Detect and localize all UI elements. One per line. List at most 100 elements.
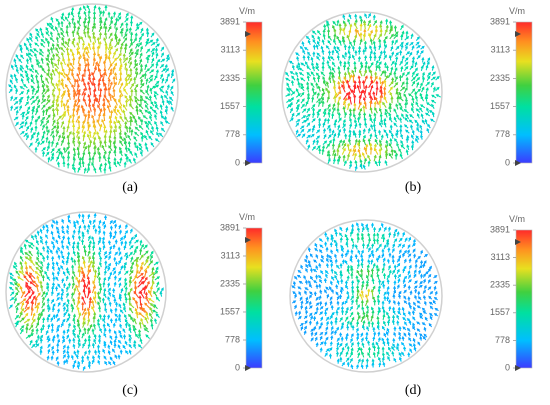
arrow: [321, 148, 325, 155]
arrow: [303, 325, 307, 331]
arrow: [327, 152, 331, 160]
arrow: [51, 240, 55, 246]
arrow: [361, 306, 365, 313]
arrow: [76, 107, 80, 116]
arrow: [36, 98, 41, 106]
arrow: [20, 111, 26, 116]
arrow: [60, 265, 64, 270]
arrow: [407, 296, 411, 302]
arrow: [145, 54, 151, 60]
arrow: [101, 240, 106, 246]
arrow: [365, 282, 369, 290]
arrow: [40, 57, 44, 64]
arrow: [435, 75, 440, 81]
arrow: [29, 121, 33, 127]
arrow: [91, 156, 95, 163]
arrow: [112, 75, 116, 85]
arrow: [133, 249, 137, 256]
arrow: [50, 130, 54, 137]
arrow: [351, 289, 355, 296]
arrow: [306, 122, 311, 128]
arrow: [81, 120, 86, 128]
arrow: [154, 138, 160, 143]
arrow: [18, 125, 24, 130]
arrow: [330, 55, 335, 61]
arrow: [55, 36, 59, 44]
arrow: [135, 310, 139, 319]
arrow: [71, 113, 76, 122]
arrow: [50, 322, 54, 329]
arrow: [164, 120, 170, 125]
arrow: [404, 42, 409, 47]
arrow: [30, 295, 36, 304]
arrow: [380, 222, 384, 228]
arrow: [75, 353, 79, 360]
arrow: [392, 343, 396, 349]
arrow: [30, 318, 36, 326]
arrow: [66, 134, 70, 142]
arrow: [75, 300, 81, 308]
arrow: [107, 344, 111, 350]
arrow: [57, 32, 61, 39]
arrow: [56, 333, 60, 339]
arrow: [107, 25, 112, 32]
arrow: [367, 340, 371, 346]
arrow: [362, 138, 367, 146]
arrow: [67, 282, 71, 289]
arrow: [130, 31, 134, 38]
arrow: [118, 282, 122, 288]
arrow: [108, 134, 112, 142]
arrow: [51, 350, 55, 356]
arrow: [98, 40, 102, 49]
arrow: [389, 33, 394, 40]
arrow: [332, 107, 336, 114]
arrow: [112, 219, 117, 225]
arrow: [374, 138, 379, 145]
arrow: [426, 127, 430, 134]
arrow: [433, 280, 438, 285]
arrow: [102, 60, 107, 69]
arrow: [364, 54, 368, 61]
arrow: [383, 28, 388, 36]
arrow: [415, 101, 419, 108]
arrow: [113, 149, 117, 157]
arrow: [30, 126, 34, 133]
arrow: [124, 230, 129, 235]
arrow: [103, 21, 107, 29]
arrow: [311, 145, 316, 151]
arrow: [124, 116, 129, 123]
arrow: [394, 61, 398, 68]
arrow: [356, 335, 360, 341]
arrow: [329, 280, 333, 286]
arrow: [41, 323, 45, 330]
arrow: [391, 314, 396, 321]
arrow: [86, 327, 90, 335]
arrow: [407, 249, 410, 255]
arrow: [135, 300, 139, 309]
arrow: [420, 134, 424, 140]
arrow: [324, 331, 328, 336]
arrow: [347, 138, 352, 146]
arrow: [137, 41, 142, 48]
arrow: [350, 316, 355, 323]
arrow: [81, 332, 85, 339]
arrow: [149, 69, 155, 74]
arrow: [348, 95, 352, 105]
arrow: [83, 68, 87, 77]
arrow: [88, 103, 92, 112]
arrow: [125, 22, 129, 29]
arrow: [403, 295, 407, 300]
arrow: [33, 48, 39, 53]
arrow: [50, 249, 53, 255]
arrow: [60, 31, 65, 38]
arrow: [297, 81, 301, 88]
arrow: [129, 97, 133, 105]
arrow: [122, 82, 129, 90]
arrow: [40, 38, 46, 44]
arrow: [23, 275, 30, 283]
arrow: [150, 100, 155, 107]
arrow: [103, 302, 107, 308]
arrow: [123, 161, 127, 168]
arrow: [320, 96, 325, 104]
arrow: [357, 55, 361, 62]
